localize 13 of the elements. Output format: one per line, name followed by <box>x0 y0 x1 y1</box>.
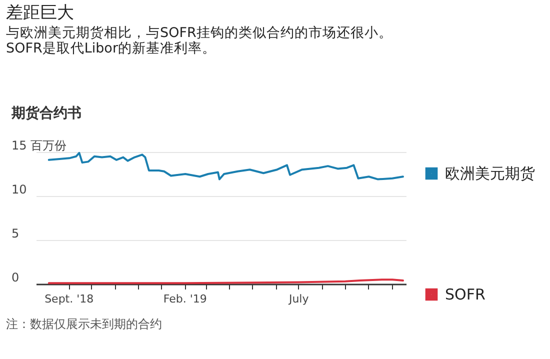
x-tick-label: Feb. '19 <box>163 292 207 306</box>
y-tick-label: 5 <box>12 226 20 240</box>
y-tick-label: 0 <box>12 270 20 284</box>
text: 注：数据仅展示未到期的合约 <box>6 316 163 333</box>
legend-label: 欧洲美元期货 <box>445 164 535 182</box>
chart-title: 差距巨大 <box>6 3 74 23</box>
chart-subtitle: 与欧洲美元期货相比，与SOFR挂钩的类似合约的市场还很小。 SOFR是取代Libor的新基准利率。 <box>6 25 392 56</box>
y-axis-title: 期货合约书 <box>10 106 82 122</box>
y-tick-label: 15 百万份 <box>12 138 67 152</box>
x-tick-label: Sept. '18 <box>44 292 94 306</box>
y-tick-label: 10 <box>12 182 27 196</box>
legend-label: SOFR <box>445 286 486 304</box>
x-tick-label: July <box>288 292 310 306</box>
